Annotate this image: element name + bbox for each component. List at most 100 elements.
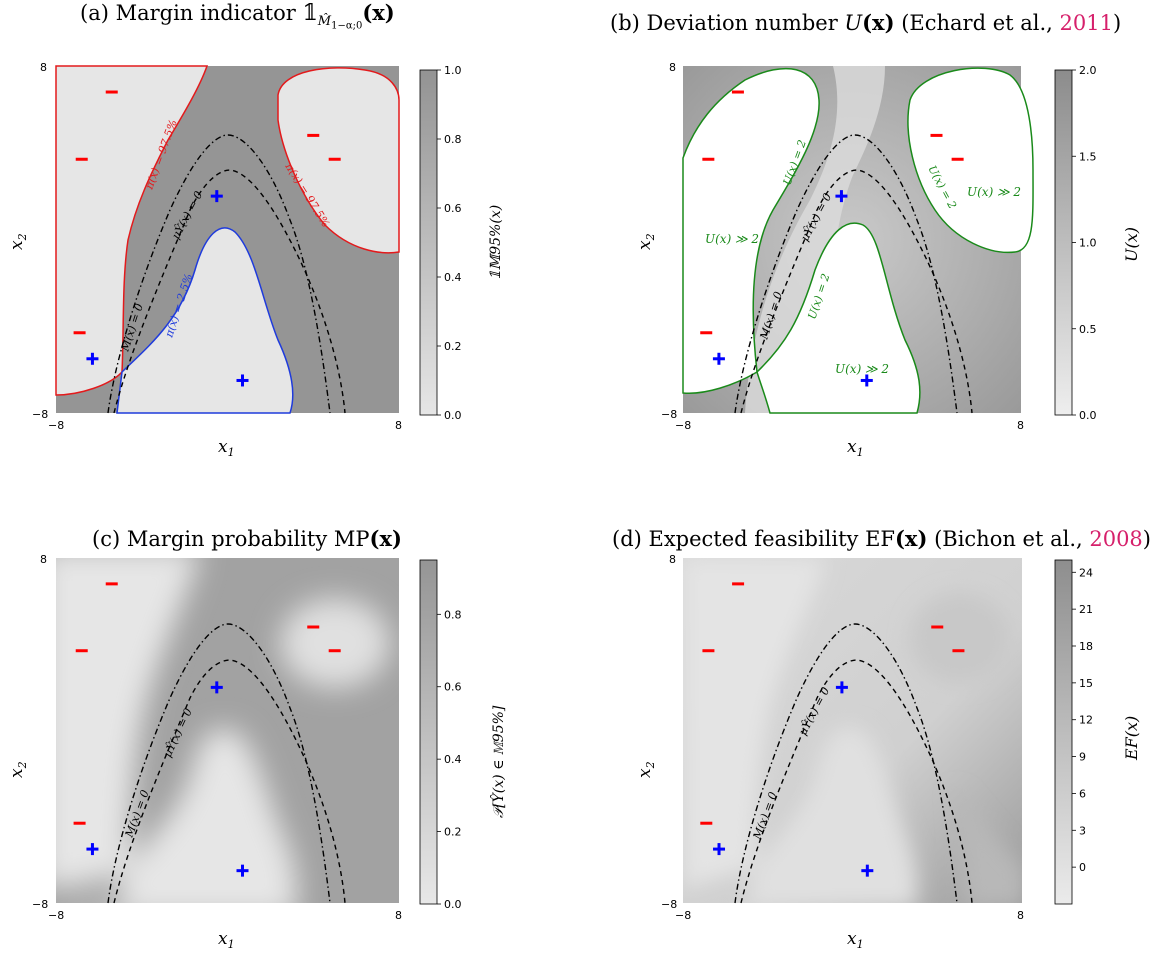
plus-marker: [210, 681, 223, 694]
colorbar-tick-label: 0.6: [444, 681, 462, 694]
colorbar-tick-label: 0.5: [1079, 323, 1097, 336]
region-lower-blue-a: [116, 227, 294, 414]
colorbar-tick-label: 3: [1079, 824, 1086, 837]
markers-c: [73, 582, 341, 877]
x-tick-right-d: 8: [1017, 909, 1024, 922]
x-tick-left-a: −8: [48, 419, 64, 432]
colorbar-tick-label: 24: [1079, 566, 1093, 579]
colorbar-tick-label: 1.0: [1079, 237, 1097, 250]
heatmap-c: [56, 558, 390, 903]
plus-marker: [236, 374, 249, 387]
panel-a: (a) Margin indicator 𝟙M̂1−α;0(x) π(x) = …: [0, 0, 585, 488]
colorbar-label-a: 𝟙𝕄95%(x): [488, 205, 504, 280]
panel-title-d: (d) Expected feasibility EF(x) (Bichon e…: [612, 526, 1151, 551]
region-upper-right-b: [907, 67, 1034, 254]
chart-a: π(x) = 97.5% π(x) = 97.5% π(x) = 2.5% M(…: [7, 61, 504, 459]
colorbar-ticks-a: 0.0 0.2 0.4 0.6 0.8 1.0: [437, 64, 462, 422]
panel-title-b: (b) Deviation number U(x) (Echard et al.…: [610, 10, 1122, 35]
colorbar-tick-label: 6: [1079, 787, 1086, 800]
annotation-u-gg-left: U(x) ≫ 2: [705, 232, 759, 246]
colorbar-label-c: 𝒫[Ŷ(x) ∈ 𝕄95%]: [489, 705, 507, 818]
panel-title-a: (a) Margin indicator 𝟙M̂1−α;0(x): [80, 0, 395, 32]
colorbar-tick-label: 12: [1079, 714, 1093, 727]
markers-d: [700, 582, 965, 877]
markers-b: [700, 90, 964, 387]
y-tick-top-a: 8: [40, 61, 47, 74]
plus-marker: [712, 352, 725, 365]
contour-mean-zero-a: [113, 169, 346, 414]
colorbar-d: [1054, 559, 1073, 905]
colorbar-tick-label: 1.5: [1079, 150, 1097, 163]
colorbar-tick-label: 0.0: [1079, 409, 1097, 422]
colorbar-tick-label: 0.0: [444, 409, 462, 422]
y-axis-label-d: x2: [635, 761, 657, 778]
colorbar-tick-label: 0.2: [444, 340, 462, 353]
x-axis-label-d: x1: [847, 929, 864, 951]
colorbar-a: [419, 69, 438, 416]
x-tick-right-b: 8: [1017, 419, 1024, 432]
y-axis-label-c: x2: [7, 761, 29, 778]
contour-margin-zero-d: [734, 623, 958, 904]
colorbar-label-b: U(x): [1122, 227, 1141, 262]
colorbar-tick-label: 21: [1079, 603, 1093, 616]
band-b: [745, 66, 885, 413]
y-tick-bottom-c: −8: [32, 898, 48, 911]
x-tick-right-a: 8: [395, 419, 402, 432]
colorbar-tick-label: 1.0: [444, 64, 462, 77]
plus-marker: [713, 843, 726, 856]
x-axis-label-c: x1: [218, 929, 235, 951]
plus-marker: [835, 190, 848, 203]
region-upper-left-a: [55, 65, 209, 396]
contour-mean-zero-c: [113, 659, 346, 904]
contour-mean-zero-b: [740, 169, 973, 414]
plus-marker: [236, 864, 249, 877]
colorbar-tick-label: 2.0: [1079, 64, 1097, 77]
y-axis-label-a: x2: [7, 233, 29, 250]
y-tick-bottom-b: −8: [661, 408, 677, 421]
x-axis-label-a: x1: [218, 437, 235, 459]
x-tick-right-c: 8: [395, 909, 402, 922]
colorbar-label-d: EF(x): [1122, 716, 1141, 761]
chart-b: U(x) ≫ 2 U(x) ≫ 2 U(x) ≫ 2 U(x) = 2 U(x)…: [635, 61, 1141, 459]
colorbar-c: [419, 559, 438, 905]
plus-marker: [86, 843, 99, 856]
heatmap-d: [683, 558, 1022, 903]
colorbar-ticks-d: 0 3 6 9 12 15 18 21 24: [1072, 566, 1093, 874]
x-axis-label-b: x1: [847, 437, 864, 459]
x-tick-left-b: −8: [675, 419, 691, 432]
contour-margin-zero-a: [107, 134, 331, 414]
colorbar-tick-label: 0: [1079, 861, 1086, 874]
contour-margin-zero-b: [734, 134, 958, 414]
region-lower-b: [756, 222, 921, 414]
colorbar-tick-label: 0.8: [444, 133, 462, 146]
annotation-u-gg-bottom: U(x) ≫ 2: [835, 362, 889, 376]
annotation-u-gg-right: U(x) ≫ 2: [967, 185, 1021, 199]
y-tick-bottom-d: −8: [661, 898, 677, 911]
panel-b: (b) Deviation number U(x) (Echard et al.…: [585, 0, 1171, 488]
colorbar-tick-label: 0.2: [444, 826, 462, 839]
plus-marker: [835, 681, 848, 694]
plus-marker: [861, 864, 874, 877]
y-tick-bottom-a: −8: [32, 408, 48, 421]
colorbar-tick-label: 0.6: [444, 202, 462, 215]
x-tick-left-d: −8: [675, 909, 691, 922]
colorbar-tick-label: 0.0: [444, 898, 462, 911]
contour-margin-zero-c: [107, 623, 331, 904]
y-tick-top-c: 8: [40, 553, 47, 566]
colorbar-ticks-c: 0.0 0.2 0.4 0.6 0.8: [437, 608, 462, 911]
colorbar-tick-label: 0.4: [444, 271, 462, 284]
colorbar-tick-label: 0.8: [444, 608, 462, 621]
y-tick-top-d: 8: [669, 553, 676, 566]
y-axis-label-b: x2: [635, 233, 657, 250]
colorbar-b: [1054, 69, 1073, 416]
chart-d: M(x) = 0 μŶ(x) = 0 8 −8 −8 8 x1 x2 03691…: [635, 553, 1141, 951]
colorbar-ticks-b: 0.0 0.5 1.0 1.5 2.0: [1072, 64, 1097, 422]
panel-c: (c) Margin probability MP(x) M(x) = 0 μŶ…: [0, 488, 585, 976]
x-tick-left-c: −8: [48, 909, 64, 922]
markers-a: [73, 90, 341, 387]
colorbar-tick-label: 18: [1079, 640, 1093, 653]
plus-marker: [860, 374, 873, 387]
y-tick-top-b: 8: [669, 61, 676, 74]
plus-marker: [86, 352, 99, 365]
colorbar-tick-label: 0.4: [444, 753, 462, 766]
